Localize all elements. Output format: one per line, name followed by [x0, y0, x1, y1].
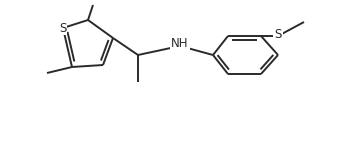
- Text: S: S: [274, 28, 282, 41]
- Text: NH: NH: [171, 37, 189, 50]
- Text: S: S: [59, 22, 67, 34]
